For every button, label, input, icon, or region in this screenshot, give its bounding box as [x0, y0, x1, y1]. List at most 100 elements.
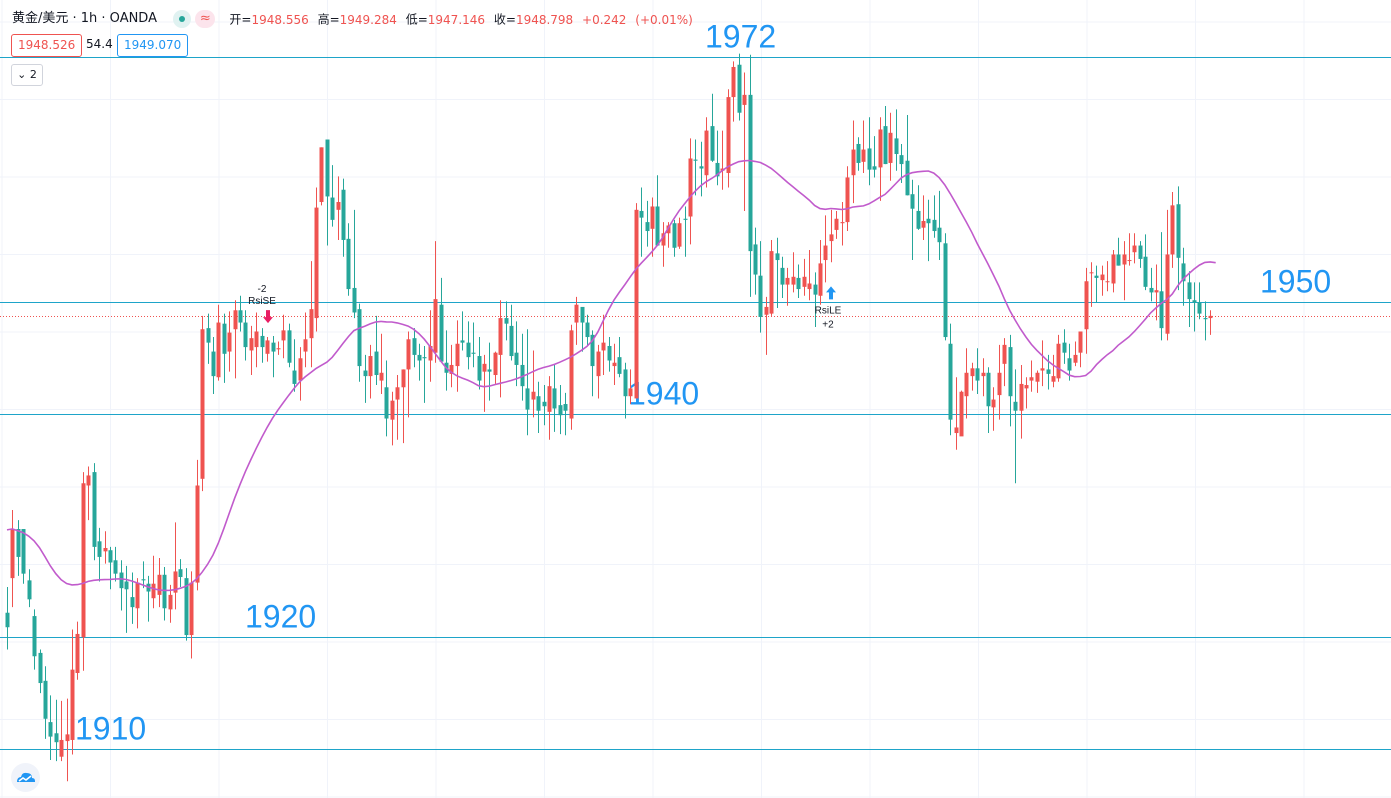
close-label: 收= [493, 12, 516, 27]
candle-body [330, 197, 335, 220]
marker-qty: +2 [822, 319, 834, 330]
candle-body [233, 310, 238, 330]
candle-body [86, 475, 91, 486]
candle-body [861, 149, 866, 162]
candle-body [471, 352, 476, 354]
candle-body [173, 571, 178, 593]
candle-body [395, 387, 400, 400]
low-label: 低= [405, 12, 428, 27]
tradingview-logo[interactable] [11, 763, 40, 792]
candle-body [357, 309, 362, 367]
candle-body [70, 669, 75, 740]
candle-body [580, 306, 585, 323]
moving-average-line [6, 159, 1216, 592]
candle-body [48, 722, 53, 737]
candle-body [211, 351, 216, 377]
candle-body [807, 283, 812, 290]
candle-body [1078, 331, 1083, 353]
candle-body [655, 206, 660, 246]
candle-body [130, 597, 135, 608]
candle-body [54, 733, 59, 743]
candle-body [666, 225, 671, 234]
candle-body [683, 218, 688, 220]
candle-body [639, 210, 644, 218]
candle-body [16, 529, 21, 557]
candle-body [124, 581, 129, 590]
candle-body [314, 207, 319, 319]
spread-value: 54.4 [86, 37, 113, 51]
indicator-collapse-button[interactable]: ⌄ 2 [11, 64, 43, 86]
level-label-1972: 1972 [705, 19, 776, 55]
candle-body [238, 310, 243, 323]
candle-body [352, 287, 357, 313]
candle-body [1013, 401, 1018, 411]
candle-body [189, 582, 194, 636]
candle-body [1105, 281, 1110, 283]
candle-body [1024, 385, 1029, 389]
candle-body [823, 245, 828, 261]
candle-body [514, 352, 519, 365]
candle-body [265, 340, 270, 354]
candle-body [525, 388, 530, 410]
candle-body [195, 485, 200, 583]
candle-body [628, 388, 633, 397]
candle-body [693, 159, 698, 161]
candle-body [216, 322, 221, 378]
candle-body [1127, 260, 1132, 262]
candle-body [222, 323, 227, 354]
candle-body [1170, 205, 1175, 255]
candle-body [872, 166, 877, 170]
candle-body [1159, 291, 1164, 329]
buy-price-button[interactable]: 1949.070 [117, 34, 189, 57]
candle-body [569, 330, 574, 419]
candle-body [704, 130, 709, 176]
candle-body [888, 132, 893, 163]
candle-body [401, 369, 406, 388]
legend-header: 黄金/美元 · 1h · OANDA ≈ 开=1948.556 高=1949.2… [12, 9, 698, 29]
candle-body [341, 189, 346, 240]
sell-price-button[interactable]: 1948.526 [11, 34, 83, 57]
candle-body [1149, 287, 1154, 293]
candle-body [1208, 315, 1213, 319]
candle-body [937, 227, 942, 243]
candle-body [991, 399, 996, 408]
candle-body [764, 306, 769, 315]
candle-body [791, 276, 796, 285]
symbol-title[interactable]: 黄金/美元 · 1h · OANDA [12, 11, 157, 27]
candle-body [542, 401, 547, 407]
candle-body [482, 363, 487, 372]
marker-label: RsiLE [815, 305, 842, 316]
candle-body [726, 97, 731, 173]
candle-body [379, 372, 384, 381]
candle-body [970, 368, 975, 377]
candle-body [243, 322, 248, 348]
close-value: 1948.798 [515, 12, 574, 27]
candle-body [997, 372, 1002, 396]
wave-icon[interactable]: ≈ [195, 10, 216, 29]
candle-body [1154, 290, 1159, 293]
candle-body [964, 372, 969, 397]
candle-body [346, 238, 351, 290]
candle-body [38, 652, 43, 684]
candle-body [552, 388, 557, 409]
candle-body [1019, 383, 1024, 411]
candle-body [168, 594, 173, 610]
cloud-icon [17, 772, 35, 782]
candle-body [1094, 275, 1099, 278]
candle-body [287, 330, 292, 363]
candle-body [449, 364, 454, 374]
open-value: 1948.556 [251, 12, 309, 27]
candle-body [59, 739, 64, 757]
candle-body [455, 343, 460, 367]
candle-body [932, 219, 937, 232]
candle-body [1035, 372, 1040, 382]
candle-body [27, 580, 32, 600]
candle-body [710, 126, 715, 161]
candle-body [959, 391, 964, 437]
level-label-1920: 1920 [245, 599, 316, 635]
candle-body [623, 369, 628, 397]
candle-body [271, 342, 276, 352]
candle-body [753, 244, 758, 275]
high-label: 高= [317, 12, 340, 27]
